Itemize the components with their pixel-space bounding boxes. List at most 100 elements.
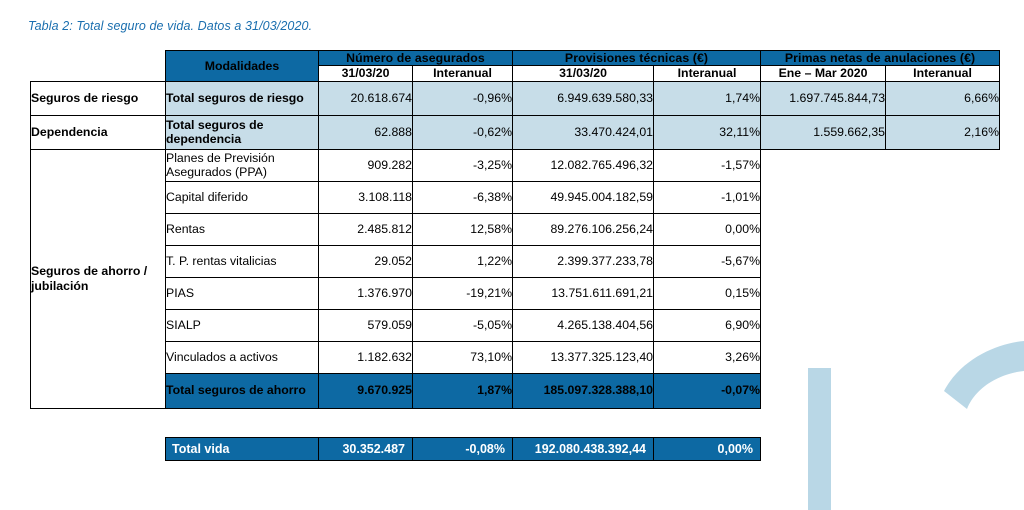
header-provisiones-interanual: Interanual — [653, 65, 762, 82]
cell-primas: 1.559.662,35 — [760, 114, 887, 150]
table-row: Total seguros de ahorro 9.670.925 1,87% 185… — [31, 372, 1000, 409]
cell-provisiones-interanual: -1,57% — [653, 148, 762, 182]
cell-provisiones: 12.082.765.496,32 — [512, 148, 655, 182]
cell-primas-interanual: 2,16% — [885, 114, 1001, 150]
modalidad-name: PIAS — [165, 276, 319, 310]
table-row: Vinculados a activos 1.182.632 73,10% 13.37… — [31, 340, 1000, 374]
table-row: T. P. rentas vitalicias 29.052 1,22% 2.399.… — [31, 244, 1000, 278]
cell-primas — [761, 213, 886, 245]
cell-provisiones-interanual: 1,74% — [653, 80, 762, 116]
modalidad-name: Total seguros de riesgo — [165, 80, 319, 116]
cell-asegurados: 62.888 — [318, 114, 413, 150]
table-row: Rentas 2.485.812 12,58% 89.276.106.256,24 0,… — [31, 212, 1000, 246]
modalidad-name: Total seguros de dependencia — [165, 114, 319, 150]
table-row: Seguros de riesgo Total seguros de riesgo… — [30, 80, 1001, 116]
cell-provisiones: 33.470.424,01 — [512, 114, 655, 150]
total-vida-label: Total vida — [165, 437, 319, 461]
total-vida-asegurados: 30.352.487 — [318, 437, 413, 461]
total-vida-row: Total vida 30.352.487 -0,08% 192.080.438… — [165, 437, 761, 461]
header-primas-periodo: Ene – Mar 2020 — [760, 65, 887, 82]
cell-primas-interanual: 6,66% — [885, 80, 1001, 116]
header-provisiones-fecha: 31/03/20 — [512, 65, 655, 82]
cell-primas-interanual — [886, 341, 1000, 373]
cell-asegurados-interanual: -0,62% — [411, 114, 514, 150]
cell-provisiones: 4.265.138.404,56 — [512, 308, 655, 342]
cell-provisiones-interanual: -0,07% — [653, 372, 762, 409]
cell-asegurados-interanual: -5,05% — [411, 308, 514, 342]
cell-asegurados-interanual: 12,58% — [411, 212, 514, 246]
cell-provisiones: 13.751.611.691,21 — [512, 276, 655, 310]
modalidad-name: Vinculados a activos — [165, 340, 319, 374]
cell-primas — [761, 277, 886, 309]
cell-primas-interanual — [886, 309, 1000, 341]
cell-provisiones: 6.949.639.580,33 — [512, 80, 655, 116]
modalidad-name: SIALP — [165, 308, 319, 342]
cell-provisiones: 49.945.004.182,59 — [512, 180, 655, 214]
cell-asegurados: 2.485.812 — [318, 212, 413, 246]
cell-asegurados: 579.059 — [318, 308, 413, 342]
cell-primas-interanual — [886, 373, 1000, 408]
cell-primas — [761, 149, 886, 181]
cell-asegurados-interanual: 1,87% — [411, 372, 514, 409]
table-caption: Tabla 2: Total seguro de vida. Datos a 3… — [28, 19, 313, 33]
cell-primas-interanual — [886, 245, 1000, 277]
total-vida-table: Total vida 30.352.487 -0,08% 192.080.438… — [165, 437, 761, 461]
cell-asegurados: 1.182.632 — [318, 340, 413, 374]
cell-asegurados: 1.376.970 — [318, 276, 413, 310]
cell-asegurados-interanual: -0,96% — [411, 80, 514, 116]
cell-primas — [761, 341, 886, 373]
table-row: Capital diferido 3.108.118 -6,38% 49.945.00… — [31, 180, 1000, 214]
header-corner-blank-2 — [31, 66, 166, 81]
cell-asegurados-interanual: -3,25% — [411, 148, 514, 182]
cell-asegurados: 20.618.674 — [318, 80, 413, 116]
cell-provisiones-interanual: 0,00% — [653, 212, 762, 246]
section-label: Dependencia — [30, 114, 166, 150]
table-row: Dependencia Total seguros de dependencia 6… — [30, 114, 1001, 150]
table-row: Seguros de ahorro / jubilación Planes de … — [30, 148, 1000, 409]
header-asegurados-fecha: 31/03/20 — [318, 65, 413, 82]
section-label: Seguros de riesgo — [30, 80, 166, 116]
cell-primas-interanual — [886, 149, 1000, 181]
modalidad-name: Rentas — [165, 212, 319, 246]
modalidad-name: Capital diferido — [165, 180, 319, 214]
cell-primas-interanual — [886, 213, 1000, 245]
table-row: PIAS 1.376.970 -19,21% 13.751.611.691,21 0,1… — [31, 276, 1000, 310]
header-group-provisiones: Provisiones técnicas (€) — [512, 49, 762, 67]
table-body: Seguros de riesgo Total seguros de riesgo… — [30, 80, 1001, 409]
cell-primas — [761, 373, 886, 408]
total-vida-provisiones-interanual: 0,00% — [653, 437, 761, 461]
cell-primas-interanual — [886, 277, 1000, 309]
cell-asegurados: 9.670.925 — [318, 372, 413, 409]
cell-provisiones: 13.377.325.123,40 — [512, 340, 655, 374]
cell-provisiones-interanual: 0,15% — [653, 276, 762, 310]
header-modalidades: Modalidades — [165, 50, 319, 82]
modalidad-name: Planes de Previsión Asegurados (PPA) — [165, 148, 319, 182]
cell-provisiones: 89.276.106.256,24 — [512, 212, 655, 246]
header-corner-blank — [31, 51, 166, 66]
cell-asegurados-interanual: 73,10% — [411, 340, 514, 374]
table-row: SIALP 579.059 -5,05% 4.265.138.404,56 6,90% — [31, 308, 1000, 342]
table-header-sub-row: 31/03/20 Interanual 31/03/20 Interanual … — [31, 65, 1001, 82]
cell-provisiones-interanual: -5,67% — [653, 244, 762, 278]
total-vida-asegurados-interanual: -0,08% — [412, 437, 513, 461]
life-insurance-table: Modalidades Número de asegurados Provisi… — [30, 49, 1001, 409]
cell-provisiones-interanual: -1,01% — [653, 180, 762, 214]
cell-provisiones: 2.399.377.233,78 — [512, 244, 655, 278]
cell-provisiones-interanual: 6,90% — [653, 308, 762, 342]
cell-primas — [761, 181, 886, 213]
modalidad-name: Total seguros de ahorro — [165, 372, 319, 409]
header-group-primas: Primas netas de anulaciones (€) — [760, 49, 1001, 67]
header-group-asegurados: Número de asegurados — [317, 49, 514, 67]
cell-asegurados-interanual: -19,21% — [411, 276, 514, 310]
cell-asegurados-interanual: 1,22% — [411, 244, 514, 278]
cell-primas — [761, 309, 886, 341]
cell-provisiones: 185.097.328.388,10 — [512, 372, 655, 409]
cell-asegurados: 909.282 — [318, 148, 413, 182]
modalidad-name: T. P. rentas vitalicias — [165, 244, 319, 278]
cell-primas-interanual — [886, 181, 1000, 213]
cell-provisiones-interanual: 32,11% — [653, 114, 762, 150]
header-asegurados-interanual: Interanual — [411, 65, 514, 82]
table-header-group-row: Modalidades Número de asegurados Provisi… — [31, 49, 1001, 82]
cell-asegurados: 3.108.118 — [318, 180, 413, 214]
cell-primas: 1.697.745.844,73 — [760, 80, 887, 116]
